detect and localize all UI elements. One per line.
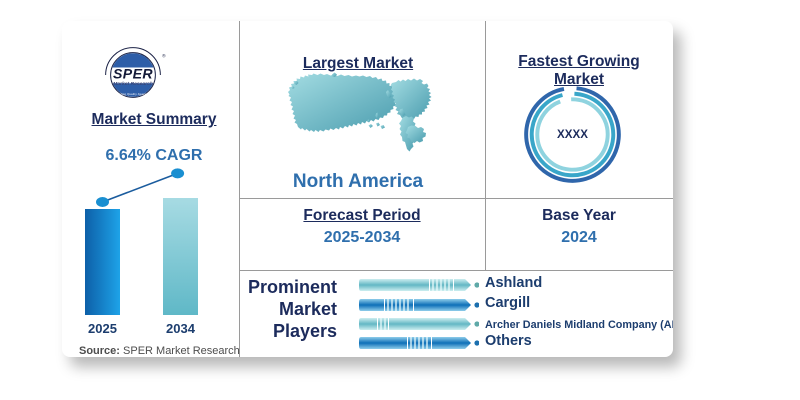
svg-text:2034: 2034 [166, 321, 196, 336]
svg-text:2025: 2025 [88, 321, 117, 336]
svg-text:XXXX: XXXX [557, 129, 588, 141]
